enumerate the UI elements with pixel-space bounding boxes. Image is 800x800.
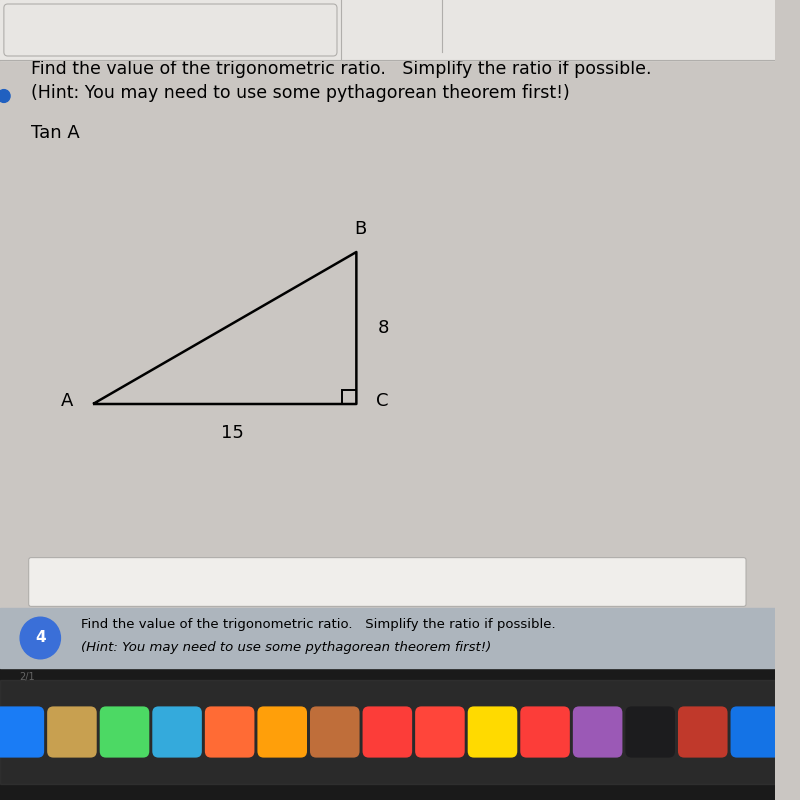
Text: (Hint: You may need to use some pythagorean theorem first!): (Hint: You may need to use some pythagor… (82, 641, 491, 654)
Circle shape (20, 618, 61, 659)
FancyBboxPatch shape (47, 706, 97, 758)
Bar (0, 0, 774, 60)
Bar (0, 668, 774, 800)
Text: 15: 15 (221, 424, 244, 442)
FancyBboxPatch shape (626, 706, 675, 758)
FancyBboxPatch shape (152, 706, 202, 758)
Text: 2/1: 2/1 (19, 672, 35, 682)
FancyBboxPatch shape (205, 706, 254, 758)
FancyBboxPatch shape (730, 706, 780, 758)
Text: (Hint: You may need to use some pythagorean theorem first!): (Hint: You may need to use some pythagor… (31, 84, 570, 102)
FancyBboxPatch shape (100, 706, 150, 758)
Text: C: C (376, 392, 388, 410)
Text: 4: 4 (35, 630, 46, 646)
FancyBboxPatch shape (573, 706, 622, 758)
Circle shape (0, 90, 10, 102)
Text: Tan A: Tan A (31, 124, 80, 142)
FancyBboxPatch shape (4, 4, 337, 56)
Text: 8: 8 (378, 319, 390, 337)
Bar (0, 608, 774, 668)
FancyBboxPatch shape (520, 706, 570, 758)
FancyBboxPatch shape (258, 706, 307, 758)
Text: Find the value of the trigonometric ratio.   Simplify the ratio if possible.: Find the value of the trigonometric rati… (82, 618, 556, 630)
Text: Find the value of the trigonometric ratio.   Simplify the ratio if possible.: Find the value of the trigonometric rati… (31, 60, 651, 78)
FancyBboxPatch shape (0, 706, 44, 758)
Text: B: B (354, 219, 366, 238)
Text: A: A (62, 392, 74, 410)
Bar (0, 680, 774, 784)
FancyBboxPatch shape (310, 706, 359, 758)
FancyBboxPatch shape (468, 706, 518, 758)
FancyBboxPatch shape (415, 706, 465, 758)
FancyBboxPatch shape (29, 558, 746, 606)
FancyBboxPatch shape (362, 706, 412, 758)
FancyBboxPatch shape (678, 706, 727, 758)
